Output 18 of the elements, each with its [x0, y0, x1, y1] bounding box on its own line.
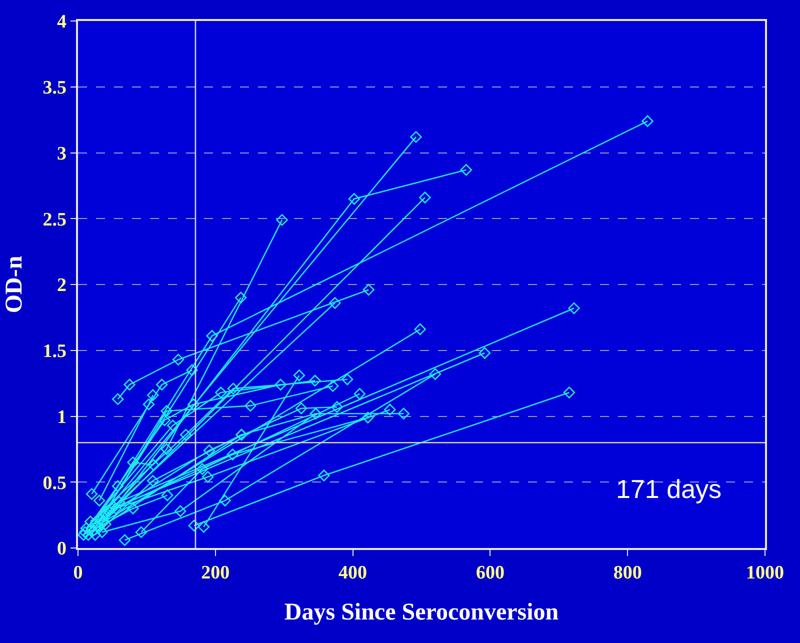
x-tick-label: 800: [613, 562, 642, 584]
y-tick-label: 2: [56, 275, 66, 296]
x-tick-label: 400: [338, 562, 368, 584]
x-tick-label: 200: [201, 562, 230, 584]
annotation: 171 days: [616, 474, 722, 504]
y-tick-label: 0.5: [42, 472, 66, 494]
x-tick-label: 1000: [746, 562, 784, 584]
y-tick-label: 3: [56, 143, 66, 164]
x-tick-label: 0: [73, 562, 83, 584]
y-tick-label: 3.5: [42, 78, 66, 99]
y-tick-label: 4: [56, 12, 67, 33]
y-tick-label: 1.5: [42, 341, 66, 362]
x-tick-label: 600: [476, 562, 504, 584]
y-axis-title: OD-n: [1, 256, 28, 314]
y-tick-label: 0: [56, 538, 66, 560]
y-tick-label: 1: [56, 406, 66, 428]
x-axis-title: Days Since Seroconversion: [284, 599, 559, 626]
y-tick-label: 2.5: [42, 209, 66, 230]
